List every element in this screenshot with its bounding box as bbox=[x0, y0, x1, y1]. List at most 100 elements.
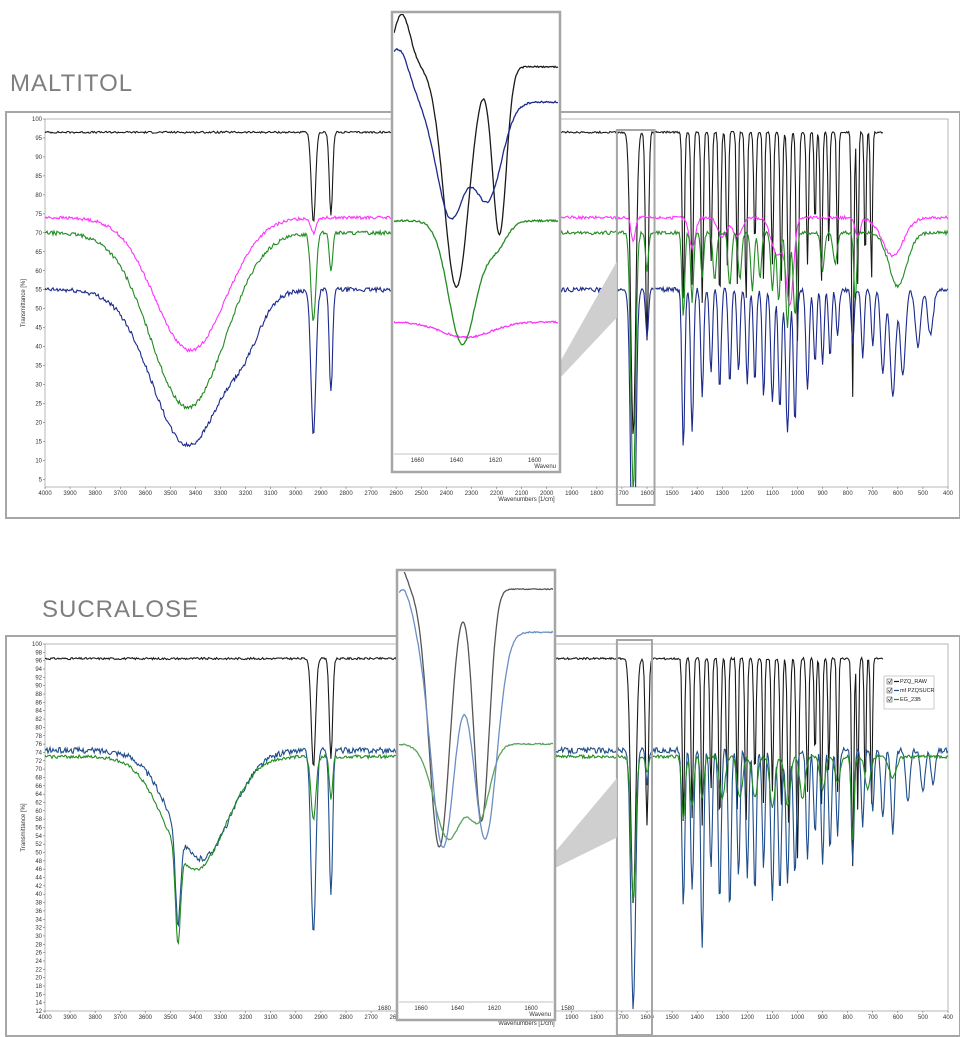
x-tick-label: 900 bbox=[818, 1015, 829, 1021]
y-tick-label: 20 bbox=[35, 976, 42, 982]
y-tick-label: 42 bbox=[35, 884, 42, 890]
y-tick-label: 66 bbox=[35, 784, 42, 790]
y-tick-label: 25 bbox=[35, 402, 42, 408]
y-tick-label: 20 bbox=[35, 421, 42, 427]
y-axis-label: Transmittance [%] bbox=[21, 279, 27, 327]
x-tick-label: 2000 bbox=[540, 491, 554, 497]
inset-series-line bbox=[394, 14, 558, 289]
x-tick-label: 1500 bbox=[665, 1015, 679, 1021]
x-tick-label: 2600 bbox=[389, 491, 403, 497]
y-tick-label: 38 bbox=[35, 901, 42, 907]
y-tick-label: 46 bbox=[35, 867, 42, 873]
y-tick-label: 26 bbox=[35, 951, 42, 957]
inset-x-tick-label: 1660 bbox=[411, 458, 425, 464]
y-tick-label: 34 bbox=[35, 917, 42, 923]
x-tick-label: 800 bbox=[843, 491, 854, 497]
inset-x-tick-label: 1620 bbox=[488, 1006, 502, 1012]
y-tick-label: 95 bbox=[35, 136, 42, 142]
x-tick-label: 3800 bbox=[88, 491, 102, 497]
x-tick-label: 3400 bbox=[189, 491, 203, 497]
y-tick-label: 56 bbox=[35, 826, 42, 832]
x-tick-label: 2800 bbox=[339, 1015, 353, 1021]
inset-series-line bbox=[399, 589, 553, 849]
x-tick-label: 1600 bbox=[640, 491, 654, 497]
legend-checkbox bbox=[886, 678, 893, 685]
inset-series-line bbox=[394, 218, 558, 346]
x-tick-label: 3100 bbox=[264, 1015, 278, 1021]
inset-x-tick-label: 1620 bbox=[489, 458, 503, 464]
y-tick-label: 85 bbox=[35, 174, 42, 180]
y-tick-label: 78 bbox=[35, 734, 42, 740]
y-tick-label: 68 bbox=[35, 775, 42, 781]
y-tick-label: 55 bbox=[35, 288, 42, 294]
x-tick-label: 1400 bbox=[690, 491, 704, 497]
x-tick-label: 1500 bbox=[665, 491, 679, 497]
inset-x-tick-label: 1640 bbox=[450, 458, 464, 464]
y-tick-label: 54 bbox=[35, 834, 42, 840]
inset-x-axis-label: Wavenu bbox=[534, 464, 556, 470]
x-tick-label: 3900 bbox=[63, 491, 77, 497]
inset-x-tick-label: 1600 bbox=[528, 458, 542, 464]
y-tick-label: 15 bbox=[35, 439, 42, 445]
inset-x-axis-label: Wavenu bbox=[529, 1012, 551, 1018]
y-tick-label: 30 bbox=[35, 934, 42, 940]
x-tick-label: 3200 bbox=[239, 1015, 253, 1021]
x-tick-label: 400 bbox=[943, 491, 954, 497]
y-tick-label: 48 bbox=[35, 859, 42, 865]
y-tick-label: 90 bbox=[35, 155, 42, 161]
x-tick-label: 800 bbox=[843, 1015, 854, 1021]
x-tick-label: 1900 bbox=[565, 491, 579, 497]
y-tick-label: 60 bbox=[35, 809, 42, 815]
x-tick-label: 2300 bbox=[465, 491, 479, 497]
y-tick-label: 100 bbox=[32, 642, 43, 648]
x-tick-label: 2700 bbox=[364, 1015, 378, 1021]
zoom-inset-sucralose: 1680 1660 1640 1620 1600 1580 Wavenu bbox=[378, 568, 654, 1036]
y-tick-label: 35 bbox=[35, 364, 42, 370]
y-tick-label: 24 bbox=[35, 959, 42, 965]
y-tick-label: 5 bbox=[39, 477, 43, 483]
section-title-maltitol: MALTITOL bbox=[10, 70, 134, 97]
x-tick-label: 2400 bbox=[440, 491, 454, 497]
x-tick-label: 600 bbox=[893, 1015, 904, 1021]
x-tick-label: 900 bbox=[818, 491, 829, 497]
x-tick-label: 3500 bbox=[164, 1015, 178, 1021]
y-tick-label: 18 bbox=[35, 984, 42, 990]
y-tick-label: 86 bbox=[35, 700, 42, 706]
x-tick-label: 1300 bbox=[716, 491, 730, 497]
x-tick-label: 3700 bbox=[114, 1015, 128, 1021]
legend-checkbox bbox=[886, 696, 893, 703]
x-tick-label: 2900 bbox=[314, 491, 328, 497]
y-tick-label: 44 bbox=[35, 876, 42, 882]
inset-x-tick-label: 1680 bbox=[378, 1006, 392, 1012]
y-tick-label: 94 bbox=[35, 667, 42, 673]
x-tick-label: 2200 bbox=[490, 491, 504, 497]
y-tick-label: 62 bbox=[35, 800, 42, 806]
y-tick-label: 92 bbox=[35, 675, 42, 681]
x-tick-label: 1900 bbox=[565, 1015, 579, 1021]
x-tick-label: 3000 bbox=[289, 491, 303, 497]
y-tick-label: 100 bbox=[32, 117, 43, 123]
y-tick-label: 36 bbox=[35, 909, 42, 915]
legend-box bbox=[883, 675, 935, 710]
legend-checkbox bbox=[886, 687, 893, 694]
x-tick-label: 700 bbox=[868, 1015, 879, 1021]
y-tick-label: 60 bbox=[35, 269, 42, 275]
x-tick-label: 4000 bbox=[38, 1015, 52, 1021]
y-tick-label: 40 bbox=[35, 345, 42, 351]
y-tick-label: 30 bbox=[35, 383, 42, 389]
y-tick-label: 52 bbox=[35, 842, 42, 848]
x-tick-label: 3800 bbox=[88, 1015, 102, 1021]
x-tick-label: 500 bbox=[918, 1015, 929, 1021]
y-tick-label: 70 bbox=[35, 231, 42, 237]
x-tick-label: 3900 bbox=[63, 1015, 77, 1021]
inset-x-tick-label: 1640 bbox=[451, 1006, 465, 1012]
x-tick-label: 1400 bbox=[690, 1015, 704, 1021]
x-tick-label: 2100 bbox=[515, 491, 529, 497]
x-tick-label: 3200 bbox=[239, 491, 253, 497]
legend-label: mf PZQSUCR bbox=[900, 688, 935, 694]
y-tick-label: 28 bbox=[35, 942, 42, 948]
y-tick-label: 50 bbox=[35, 851, 42, 857]
y-tick-label: 64 bbox=[35, 792, 42, 798]
